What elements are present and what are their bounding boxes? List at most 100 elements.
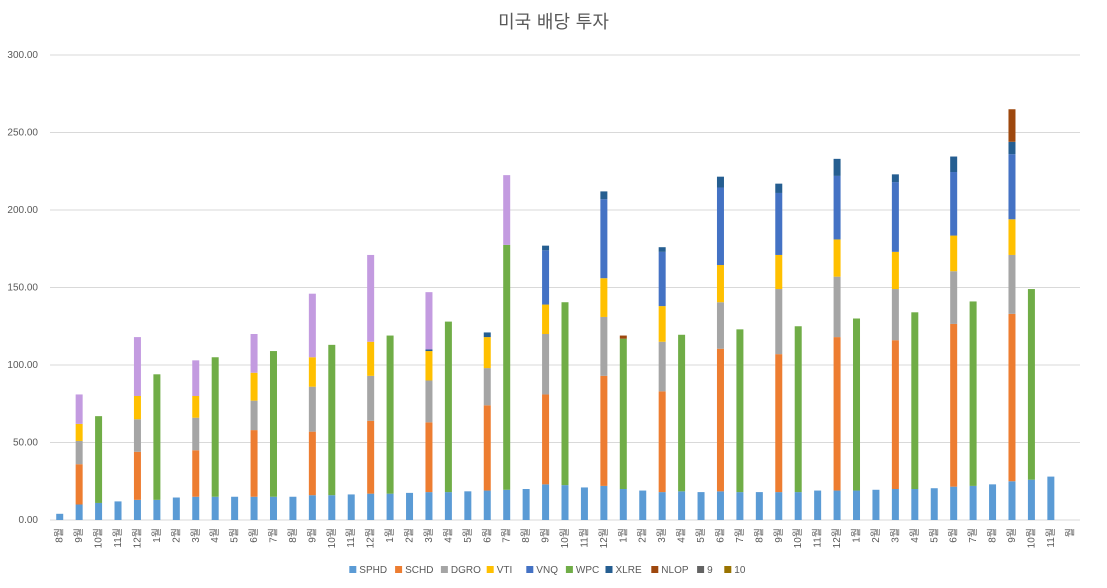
bar-segment-sphd bbox=[1047, 476, 1055, 520]
x-tick-label: 7월 bbox=[267, 528, 279, 543]
x-tick-label: 12월 bbox=[598, 528, 610, 548]
legend-label-vnq: VNQ bbox=[536, 565, 558, 576]
x-tick-label: 5월 bbox=[462, 528, 474, 543]
bar-segment-series-11 bbox=[367, 254, 375, 342]
bar-segment-schd bbox=[250, 430, 258, 497]
bar-segment-sphd bbox=[483, 490, 491, 520]
bar-segment-sphd bbox=[289, 496, 297, 520]
bar-segment-sphd bbox=[308, 495, 316, 520]
bar-segment-xlre bbox=[891, 174, 899, 183]
legend-swatch-vnq bbox=[526, 566, 534, 573]
x-tick-label: 5월 bbox=[229, 528, 241, 543]
bar-segment-xlre bbox=[483, 332, 491, 338]
bar-segment-vti bbox=[425, 351, 433, 381]
x-tick-label: 10월 bbox=[559, 528, 571, 548]
bar-segment-dgro bbox=[1008, 254, 1016, 314]
bar-segment-vnq bbox=[658, 251, 666, 307]
legend-label-dgro: DGRO bbox=[451, 565, 481, 576]
legend-swatch-schd bbox=[395, 566, 403, 573]
bar-segment-vti bbox=[950, 235, 958, 272]
x-tick-label: 9월 bbox=[773, 528, 785, 543]
y-axis-ticks: 0.00 50.00 100.00 150.00 200.00 250.00 300.00 bbox=[7, 50, 38, 526]
bar-segment-sphd bbox=[444, 492, 452, 520]
x-tick-label: 11월 bbox=[345, 528, 357, 548]
bar-segment-sphd bbox=[425, 492, 433, 520]
bar-segment-sphd bbox=[950, 486, 958, 520]
bar-segment-schd bbox=[75, 464, 83, 505]
bar-segment-dgro bbox=[600, 316, 608, 376]
x-tick-label: 12월 bbox=[831, 528, 843, 548]
bar-segment-schd bbox=[367, 420, 375, 494]
bar-segment-sphd bbox=[755, 492, 763, 520]
bar-segment-sphd bbox=[172, 497, 180, 520]
y-tick-label: 200.00 bbox=[7, 205, 38, 216]
x-tick-label: 12월 bbox=[131, 528, 143, 548]
bar-segment-sphd bbox=[347, 494, 355, 520]
bar-segment-sphd bbox=[95, 502, 103, 520]
bar-segment-vnq bbox=[833, 175, 841, 240]
bar-segment-vti bbox=[192, 396, 200, 418]
bar-segment-sphd bbox=[328, 495, 336, 520]
bar-segment-sphd bbox=[153, 499, 161, 520]
legend-label-vti: VTI bbox=[497, 565, 513, 576]
bar-segment-sphd bbox=[600, 485, 608, 520]
bar-segment-xlre bbox=[833, 158, 841, 176]
bar-segment-vti bbox=[1008, 219, 1016, 255]
legend-swatch-dgro bbox=[440, 566, 448, 573]
bar-segment-sphd bbox=[269, 496, 277, 520]
x-tick-label: 1월 bbox=[151, 528, 163, 543]
x-tick-label: 3월 bbox=[889, 528, 901, 543]
bar-segment-nlop bbox=[619, 335, 627, 339]
x-axis-ticks: 8월 9월 10월 11월 12월 1월 2월 3월 4월 5월 6월 7월 8월 9월 10월 11월 12월… bbox=[54, 528, 1077, 548]
bar-segment-series-11 bbox=[250, 334, 258, 373]
bar-segment-wpc bbox=[794, 326, 802, 493]
bar-segment-sphd bbox=[250, 496, 258, 520]
bar-segment-sphd bbox=[133, 499, 141, 520]
bar-segment-wpc bbox=[386, 335, 394, 494]
x-tick-label: 1월 bbox=[851, 528, 863, 543]
bar-segment-vnq bbox=[1008, 154, 1016, 220]
bar-segment-vnq bbox=[950, 172, 958, 236]
x-tick-label: 5월 bbox=[928, 528, 940, 543]
x-tick-label: 11월 bbox=[812, 528, 824, 548]
x-tick-label: 2월 bbox=[870, 528, 882, 543]
x-tick-label: 6월 bbox=[948, 528, 960, 543]
bar-segment-sphd bbox=[911, 489, 919, 520]
bar-segment-series-11 bbox=[503, 175, 511, 245]
bar-segment-xlre bbox=[542, 245, 550, 251]
bar-segment-series-11 bbox=[425, 292, 433, 350]
legend-label-nlop: NLOP bbox=[661, 565, 689, 576]
bar-segment-schd bbox=[600, 375, 608, 486]
x-tick-label: 2월 bbox=[170, 528, 182, 543]
bar-segment-sphd bbox=[891, 489, 899, 520]
legend-label-10: 10 bbox=[734, 565, 746, 576]
bar-segment-dgro bbox=[308, 386, 316, 432]
bar-segment-sphd bbox=[930, 488, 938, 520]
x-tick-label: 9월 bbox=[306, 528, 318, 543]
bar-segment-dgro bbox=[367, 375, 375, 421]
bar-segment-vnq bbox=[716, 187, 724, 266]
bar-segment-sphd bbox=[639, 490, 647, 520]
bar-segment-sphd bbox=[464, 491, 472, 520]
x-tick-label: 1월 bbox=[384, 528, 396, 543]
bar-segment-vti bbox=[658, 306, 666, 342]
bar-segment-sphd bbox=[192, 496, 200, 520]
x-tick-label: 10월 bbox=[326, 528, 338, 548]
bar-segment-sphd bbox=[833, 490, 841, 520]
bar-segment-xlre bbox=[775, 183, 783, 193]
x-tick-label: 11월 bbox=[112, 528, 124, 548]
bar-segment-vti bbox=[833, 239, 841, 277]
legend-label-schd: SCHD bbox=[405, 565, 433, 576]
x-tick-label: 9월 bbox=[73, 528, 85, 543]
bar-segment-xlre bbox=[658, 247, 666, 252]
bar-segment-sphd bbox=[580, 487, 588, 520]
bar-segment-sphd bbox=[989, 484, 997, 520]
legend-swatch-xlre bbox=[605, 566, 613, 573]
bar-segment-sphd bbox=[367, 493, 375, 520]
bar-segment-dgro bbox=[950, 271, 958, 324]
bar-segment-vti bbox=[133, 396, 141, 420]
x-tick-label: 8월 bbox=[520, 528, 532, 543]
bar-segment-vnq bbox=[775, 192, 783, 255]
bar-segment-sphd bbox=[853, 490, 861, 520]
